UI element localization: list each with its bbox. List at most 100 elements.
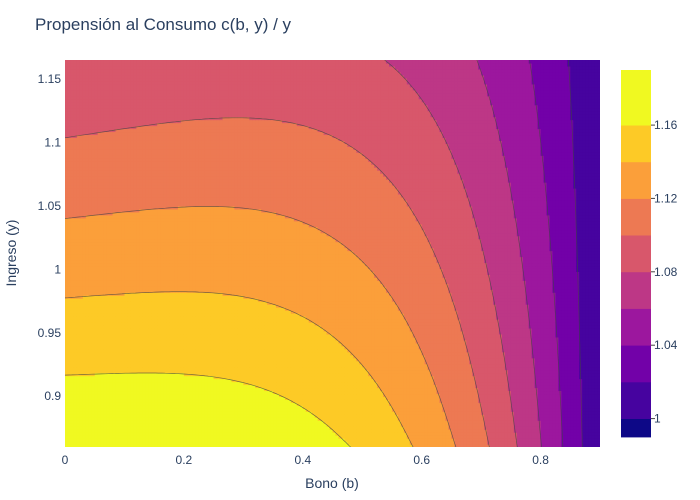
- contour-cell: [406, 432, 411, 436]
- contour-cell: [397, 444, 402, 447]
- contour-cell: [320, 429, 325, 433]
- contour-cell: [493, 444, 497, 447]
- contour-cell: [258, 426, 262, 430]
- contour-cell: [139, 438, 143, 442]
- contour-cell: [213, 435, 218, 439]
- contour-cell: [338, 444, 343, 447]
- contour-cell: [163, 432, 167, 436]
- contour-cell: [243, 444, 247, 447]
- contour-cell: [136, 444, 140, 447]
- contour-cell: [403, 438, 408, 442]
- contour-cell: [255, 435, 259, 439]
- contour-cell: [264, 426, 268, 430]
- contour-cell: [258, 438, 262, 442]
- contour-cell: [151, 435, 155, 439]
- contour-cell: [597, 429, 600, 433]
- contour-cell: [118, 426, 123, 430]
- contour-cell: [531, 441, 536, 445]
- contour-cell: [359, 444, 363, 447]
- contour-cell: [231, 432, 236, 436]
- contour-cell: [73, 444, 78, 447]
- contour-cell: [519, 432, 524, 436]
- contour-cell: [418, 435, 423, 439]
- contour-cell: [145, 435, 149, 439]
- contour-cell: [516, 438, 521, 442]
- contour-cell: [103, 444, 108, 447]
- contour-cell: [148, 429, 152, 433]
- contour-cell: [487, 435, 491, 439]
- contour-cell: [332, 441, 337, 445]
- contour-cell: [222, 438, 227, 442]
- contour-cell: [290, 438, 295, 442]
- contour-cell: [293, 432, 298, 436]
- contour-cell: [293, 438, 298, 442]
- contour-cell: [463, 432, 467, 436]
- contour-cell: [558, 441, 562, 445]
- contour-cell: [454, 444, 458, 447]
- contour-cell: [290, 432, 295, 436]
- contour-cell: [148, 441, 152, 445]
- contour-cell: [172, 441, 176, 445]
- contour-cell: [151, 426, 155, 430]
- contour-cell: [109, 438, 114, 442]
- contour-cell: [525, 435, 530, 439]
- contour-cell: [391, 441, 396, 445]
- contour-cell: [207, 426, 212, 430]
- contour-cell: [124, 441, 129, 445]
- contour-cell: [88, 444, 93, 447]
- contour-cell: [249, 435, 253, 439]
- contour-cell: [415, 438, 420, 442]
- contour-cell: [148, 444, 152, 447]
- contour-cell: [418, 432, 423, 436]
- contour-cell: [582, 432, 586, 436]
- contour-cell: [448, 441, 452, 445]
- contour-cell: [204, 438, 209, 442]
- contour-cell: [121, 441, 126, 445]
- contour-cell: [302, 435, 307, 439]
- contour-cell: [549, 429, 554, 433]
- contour-cell: [246, 444, 250, 447]
- contour-cell: [261, 441, 265, 445]
- contour-cell: [576, 435, 580, 439]
- contour-cell: [394, 435, 399, 439]
- contour-cell: [270, 441, 274, 445]
- contour-cell: [487, 432, 491, 436]
- contour-cell: [237, 441, 241, 445]
- contour-cell: [222, 441, 227, 445]
- contour-cell: [88, 429, 93, 433]
- contour-cell: [145, 441, 149, 445]
- contour-cell: [487, 441, 491, 445]
- contour-cell: [234, 426, 238, 430]
- contour-cell: [145, 444, 149, 447]
- contour-cell: [97, 432, 102, 436]
- contour-cell: [231, 444, 236, 447]
- contour-cell: [501, 432, 506, 436]
- contour-cell: [493, 429, 497, 433]
- chart-title: Propensión al Consumo c(b, y) / y: [35, 15, 292, 34]
- contour-cell: [287, 444, 292, 447]
- contour-cell: [469, 444, 473, 447]
- contour-cell: [305, 438, 310, 442]
- contour-cell: [591, 429, 595, 433]
- contour-cell: [409, 435, 414, 439]
- contour-cell: [573, 435, 577, 439]
- contour-cell: [448, 432, 452, 436]
- contour-cell: [442, 432, 447, 436]
- contour-cell: [552, 438, 557, 442]
- contour-cell: [383, 444, 387, 447]
- contour-cell: [106, 444, 111, 447]
- contour-cell: [418, 441, 423, 445]
- contour-cell: [264, 435, 268, 439]
- contour-cell: [472, 438, 476, 442]
- contour-cell: [258, 435, 262, 439]
- contour-cell: [302, 438, 307, 442]
- contour-cell: [338, 429, 343, 433]
- contour-cell: [490, 438, 494, 442]
- contour-cell: [311, 441, 316, 445]
- contour-cell: [377, 429, 381, 433]
- contour-cell: [433, 432, 438, 436]
- contour-cell: [276, 444, 280, 447]
- contour-cell: [507, 435, 512, 439]
- contour-cell: [243, 441, 247, 445]
- contour-cell: [192, 435, 197, 439]
